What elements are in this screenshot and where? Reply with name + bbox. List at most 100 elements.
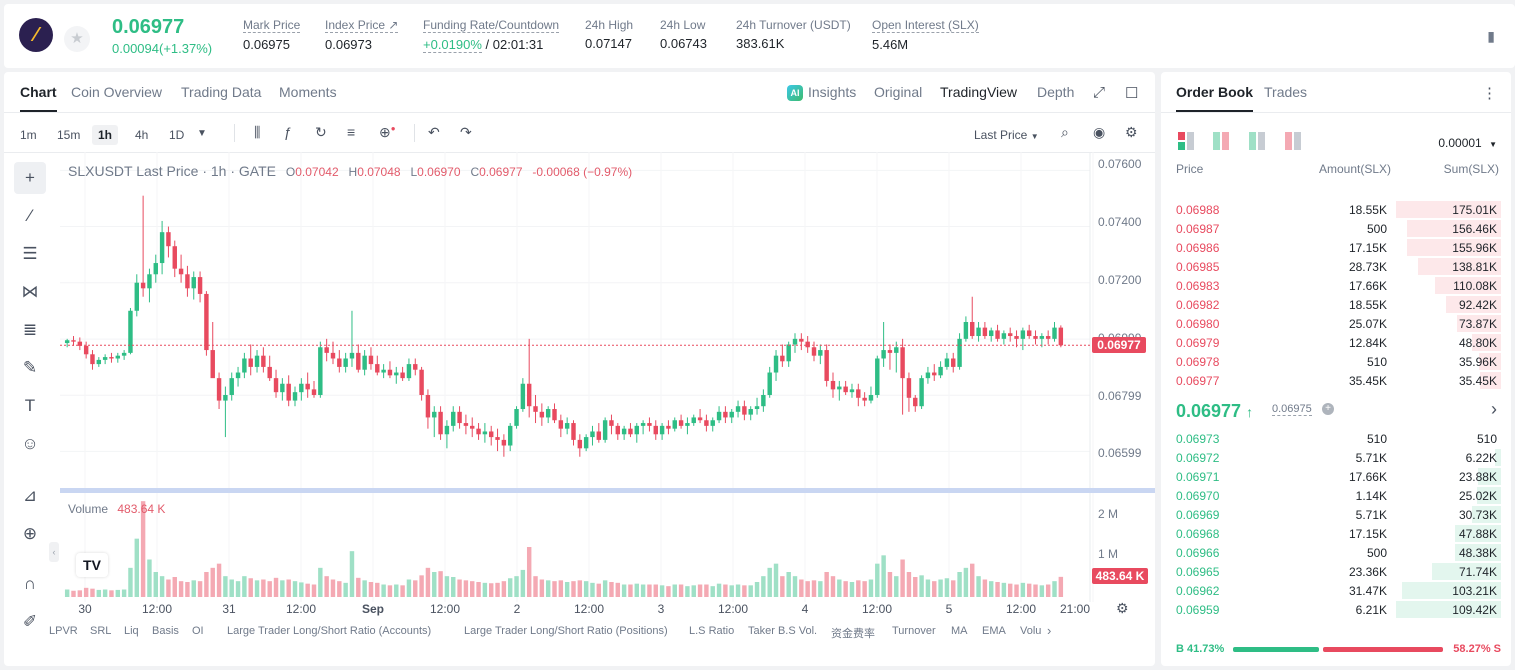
tab-insights[interactable]: AI Insights [787, 84, 856, 101]
layout-icon[interactable]: ≡ [347, 124, 356, 140]
ask-row[interactable]: 0.06978 510 35.96K [1161, 352, 1511, 371]
trendline-tool-icon[interactable]: ⁄ [28, 206, 32, 225]
magnet-tool-icon[interactable]: ∩ [23, 574, 37, 593]
row-sum: 109.42K [1452, 603, 1497, 617]
indicator-turnover[interactable]: Turnover [892, 625, 936, 637]
stat-label[interactable]: Index Price ↗ [325, 18, 399, 33]
ask-row[interactable]: 0.06982 18.55K 92.42K [1161, 295, 1511, 314]
indicator-ema[interactable]: EMA [982, 625, 1006, 637]
favorite-star-icon[interactable]: ★ [64, 26, 90, 52]
search-icon[interactable]: ⌕ [1061, 124, 1069, 140]
interval-1h[interactable]: 1h [92, 125, 119, 145]
window-icon[interactable]: ☐ [1125, 85, 1139, 102]
camera-icon[interactable]: ◉ [1093, 124, 1106, 140]
bid-row[interactable]: 0.06968 17.15K 47.88K [1161, 524, 1511, 543]
interval-1m[interactable]: 1m [20, 128, 37, 142]
book-bids-icon[interactable] [1213, 132, 1229, 150]
interval-4h[interactable]: 4h [135, 128, 149, 142]
bid-row[interactable]: 0.06970 1.14K 25.02K [1161, 486, 1511, 505]
precision-select[interactable]: 0.00001 ▼ [1438, 136, 1497, 150]
interval-15m[interactable]: 15m [57, 128, 81, 142]
tab-original[interactable]: Original [874, 84, 923, 100]
ask-row[interactable]: 0.06979 12.84K 48.80K [1161, 333, 1511, 352]
settings-gear-icon[interactable]: ⚙ [1125, 124, 1138, 140]
tab-chart[interactable]: Chart [20, 84, 57, 112]
tab-tradingview[interactable]: TradingView [940, 84, 1018, 100]
indicator-oi[interactable]: OI [192, 625, 204, 637]
mid-price[interactable]: 0.06977 ↑ [1176, 401, 1253, 422]
ask-row[interactable]: 0.06987 500 156.46K [1161, 219, 1511, 238]
expand-icon[interactable]: ⤢ [1093, 84, 1106, 101]
bid-row[interactable]: 0.06959 6.21K 109.42K [1161, 600, 1511, 619]
ask-row[interactable]: 0.06980 25.07K 73.87K [1161, 314, 1511, 333]
chevron-right-icon[interactable]: › [1491, 399, 1497, 419]
horizontal-lines-tool-icon[interactable]: ☰ [22, 244, 38, 263]
indicator-ma[interactable]: MA [951, 625, 968, 637]
zoom-tool-icon[interactable]: ⊕ [22, 524, 38, 543]
bid-row[interactable]: 0.06972 5.71K 6.22K [1161, 448, 1511, 467]
redo-icon[interactable]: ↷ [460, 124, 472, 140]
stat-label[interactable]: Mark Price [243, 18, 301, 33]
candle-body [356, 352, 361, 370]
tab-depth[interactable]: Depth [1037, 84, 1075, 100]
funding-rate-value[interactable]: +0.0190% [423, 37, 482, 53]
tradingview-logo-icon[interactable]: TV [76, 553, 108, 577]
ask-row[interactable]: 0.06986 17.15K 155.96K [1161, 238, 1511, 257]
ask-row[interactable]: 0.06985 28.73K 138.81K [1161, 257, 1511, 276]
undo-icon[interactable]: ↶ [428, 124, 440, 140]
book-compact-icon[interactable] [1285, 132, 1301, 150]
tab-moments[interactable]: Moments [279, 84, 337, 100]
price-source-select[interactable]: Last Price ▼ [968, 125, 1045, 145]
tab-order-book[interactable]: Order Book [1176, 84, 1254, 112]
candlestick-chart[interactable] [60, 152, 1155, 602]
indicator-lt-positions[interactable]: Large Trader Long/Short Ratio (Positions… [464, 625, 668, 637]
fib-tool-icon[interactable]: ≣ [22, 320, 38, 339]
chevron-right-icon[interactable]: › [1047, 623, 1052, 638]
bid-row[interactable]: 0.06966 500 48.38K [1161, 543, 1511, 562]
bid-row[interactable]: 0.06971 17.66K 23.88K [1161, 467, 1511, 486]
replay-icon[interactable]: ↻ [315, 124, 327, 140]
indicator-taker-vol[interactable]: Taker B.S Vol. [748, 625, 818, 637]
book-icon[interactable]: ▮ [1487, 28, 1495, 44]
stat-label[interactable]: Open Interest (SLX) [872, 18, 979, 33]
indicators-icon[interactable]: ƒ [284, 124, 292, 140]
collapse-toolbar-icon[interactable]: ‹ [49, 542, 59, 562]
indicator-basis[interactable]: Basis [152, 625, 179, 637]
bid-row[interactable]: 0.06962 31.47K 103.21K [1161, 581, 1511, 600]
book-both-icon[interactable] [1178, 132, 1194, 150]
bid-row[interactable]: 0.06965 23.36K 71.74K [1161, 562, 1511, 581]
add-indicator-icon[interactable]: ⊕● [379, 124, 396, 140]
tab-trading-data[interactable]: Trading Data [181, 84, 262, 100]
tab-trades[interactable]: Trades [1264, 84, 1308, 100]
volume-bar [704, 584, 709, 597]
ask-row[interactable]: 0.06983 17.66K 110.08K [1161, 276, 1511, 295]
ask-row[interactable]: 0.06977 35.45K 35.45K [1161, 371, 1511, 390]
bid-row[interactable]: 0.06969 5.71K 30.73K [1161, 505, 1511, 524]
tab-coin-overview[interactable]: Coin Overview [71, 84, 163, 100]
lock-drawing-icon[interactable]: ✐ [22, 612, 38, 631]
interval-1d[interactable]: 1D [169, 128, 185, 142]
indicator-lpvr[interactable]: LPVR [49, 625, 78, 637]
ask-row[interactable]: 0.06988 18.55K 175.01K [1161, 200, 1511, 219]
indicator-ls-ratio[interactable]: L.S Ratio [689, 625, 735, 637]
ruler-tool-icon[interactable]: ⊿ [22, 486, 38, 505]
indicator-srl[interactable]: SRL [90, 625, 112, 637]
x-axis-label: 12:00 [285, 602, 317, 616]
brush-tool-icon[interactable]: ✎ [22, 358, 38, 377]
interval-dropdown-icon[interactable]: ▼ [197, 128, 207, 139]
stat-label[interactable]: Funding Rate/Countdown [423, 18, 560, 33]
more-menu-icon[interactable]: ⋮ [1482, 85, 1497, 102]
axis-settings-icon[interactable]: ⚙ [1116, 600, 1129, 616]
pattern-tool-icon[interactable]: ⋈ [21, 282, 39, 301]
crosshair-tool-icon[interactable]: + [14, 162, 46, 194]
indicator-lt-accounts[interactable]: Large Trader Long/Short Ratio (Accounts) [227, 625, 432, 637]
info-plus-icon[interactable]: + [1322, 403, 1334, 415]
text-tool-icon[interactable]: T [24, 396, 36, 415]
bid-row[interactable]: 0.06973 510 510 [1161, 429, 1511, 448]
indicator-volume[interactable]: Volu [1020, 625, 1042, 637]
candle-type-icon[interactable]: ⫼ [254, 124, 261, 140]
indicator-liq[interactable]: Liq [124, 625, 139, 637]
indicator-funding-rate[interactable]: 资金费率 [831, 628, 875, 640]
book-asks-icon[interactable] [1249, 132, 1265, 150]
emoji-tool-icon[interactable]: ☺ [21, 434, 39, 453]
